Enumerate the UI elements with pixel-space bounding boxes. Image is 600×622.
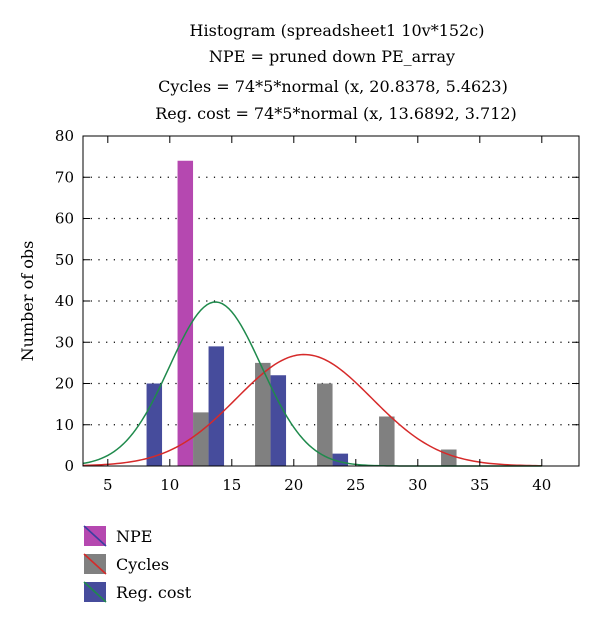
title-line: Cycles = 74*5*normal (x, 20.8378, 5.4623… — [158, 77, 508, 96]
x-tick-label: 25 — [346, 476, 365, 494]
title-line: Reg. cost = 74*5*normal (x, 13.6892, 3.7… — [155, 104, 517, 123]
y-tick-label: 80 — [55, 127, 74, 145]
x-tick-label: 30 — [408, 476, 427, 494]
bar-cycles — [193, 412, 209, 466]
fit-curve-cycles — [82, 353, 542, 467]
y-tick-label: 10 — [55, 416, 74, 434]
bar-reg-cost — [208, 346, 225, 466]
legend-label-reg-cost: Reg. cost — [116, 583, 192, 602]
legend-line-npe — [83, 525, 107, 547]
legend-label-cycles: Cycles — [116, 555, 169, 574]
x-tick-label: 35 — [470, 476, 489, 494]
bar-cycles — [255, 362, 271, 466]
legend: NPE Cycles Reg. cost — [83, 525, 192, 603]
y-tick-label: 20 — [55, 375, 74, 393]
title-line: NPE = pruned down PE_array — [209, 47, 455, 66]
x-tick-label: 10 — [160, 476, 179, 494]
y-tick-label: 70 — [55, 168, 74, 186]
bar-npe — [177, 160, 194, 466]
x-tick-label: 15 — [222, 476, 241, 494]
x-tick-label: 40 — [532, 476, 551, 494]
y-tick-label: 50 — [55, 251, 74, 269]
bar-reg-cost — [146, 383, 163, 466]
legend-line-cycles — [83, 553, 107, 575]
y-tick-label: 30 — [55, 333, 74, 351]
x-tick-label: 5 — [103, 476, 113, 494]
bar-reg-cost — [270, 375, 287, 466]
y-axis-label: Number of obs — [18, 241, 37, 362]
title-line: Histogram (spreadsheet1 10v*152c) — [190, 21, 485, 40]
y-tick-label: 40 — [55, 292, 74, 310]
chart-title: Histogram (spreadsheet1 10v*152c) NPE = p… — [155, 21, 517, 123]
axis-ticks: 0 10 20 30 40 50 60 70 80 5 10 15 20 25 30 35 40 — [55, 127, 579, 494]
y-tick-label: 60 — [55, 210, 74, 228]
bar-cycles — [317, 383, 333, 466]
y-tick-label: 0 — [64, 457, 74, 475]
bar-cycles — [379, 416, 395, 466]
legend-label-npe: NPE — [116, 527, 152, 546]
legend-line-reg-cost — [83, 581, 107, 603]
x-tick-label: 20 — [284, 476, 303, 494]
bars — [146, 160, 457, 466]
